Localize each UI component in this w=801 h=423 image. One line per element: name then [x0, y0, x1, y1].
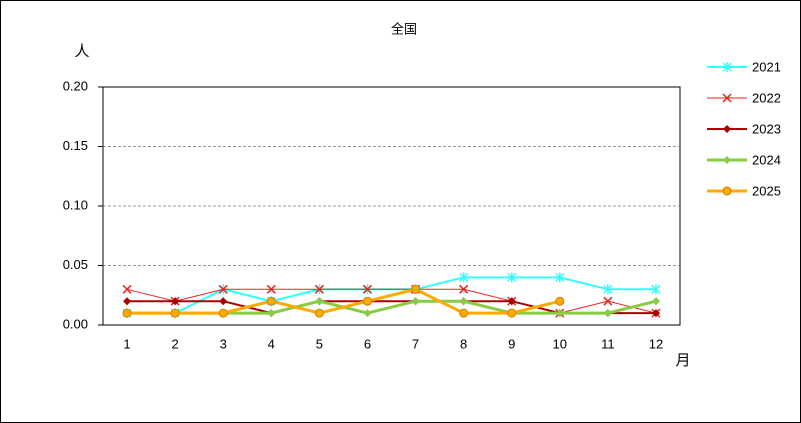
x-tick-label: 11 [601, 336, 615, 351]
y-tick-label: 0.20 [63, 78, 88, 93]
marker [170, 308, 180, 318]
x-tick-label: 8 [460, 336, 467, 351]
y-tick-label: 0.10 [63, 197, 88, 212]
legend-marker [722, 186, 732, 196]
marker [651, 284, 661, 295]
x-tick-label: 3 [220, 336, 227, 351]
marker [507, 272, 517, 283]
chart-title: 全国 [391, 21, 417, 36]
marker [411, 297, 420, 306]
legend-marker [723, 156, 731, 164]
legend-label: 2021 [752, 59, 781, 74]
y-tick-label: 0.15 [63, 138, 88, 153]
x-tick-label: 6 [364, 336, 371, 351]
y-tick-label: 0.00 [63, 316, 88, 331]
marker [314, 308, 324, 318]
marker [218, 308, 228, 318]
legend-label: 2022 [752, 90, 781, 105]
marker [459, 297, 468, 306]
legend-label: 2023 [752, 121, 781, 136]
marker [266, 284, 276, 294]
x-tick-label: 7 [412, 336, 419, 351]
marker [266, 296, 276, 306]
marker [555, 296, 565, 306]
marker [411, 284, 421, 294]
marker [603, 309, 612, 318]
marker [315, 297, 324, 306]
series-line [127, 287, 561, 315]
marker [267, 309, 276, 318]
marker [555, 309, 564, 318]
marker [171, 297, 180, 306]
legend-marker [722, 62, 732, 72]
marker [122, 308, 132, 318]
marker [651, 309, 660, 318]
x-tick-label: 9 [508, 336, 515, 351]
x-tick-label: 5 [316, 336, 323, 351]
marker [362, 284, 372, 294]
y-tick-label: 0.05 [63, 257, 88, 272]
marker [314, 284, 324, 294]
marker [122, 284, 132, 294]
marker [459, 272, 469, 283]
marker [507, 308, 517, 318]
legend-marker [722, 93, 732, 103]
marker [363, 309, 372, 318]
x-tick-label: 2 [172, 336, 179, 351]
marker [362, 296, 372, 306]
legend-label: 2025 [752, 183, 781, 198]
y-axis-label: 人 [74, 43, 89, 60]
marker [219, 297, 228, 306]
legend-marker [723, 125, 731, 133]
marker [507, 297, 516, 306]
legend-label: 2024 [752, 152, 781, 167]
marker [459, 308, 469, 318]
x-axis-label: 月 [675, 352, 690, 369]
marker [603, 284, 613, 295]
x-tick-label: 4 [268, 336, 275, 351]
marker [123, 297, 132, 306]
marker [555, 272, 565, 283]
marker [651, 297, 660, 306]
series-line [126, 288, 657, 314]
marker [218, 284, 228, 294]
x-tick-label: 10 [553, 336, 567, 351]
x-tick-label: 1 [123, 336, 130, 351]
marker [459, 284, 469, 294]
x-tick-label: 12 [649, 336, 663, 351]
marker [603, 296, 613, 306]
